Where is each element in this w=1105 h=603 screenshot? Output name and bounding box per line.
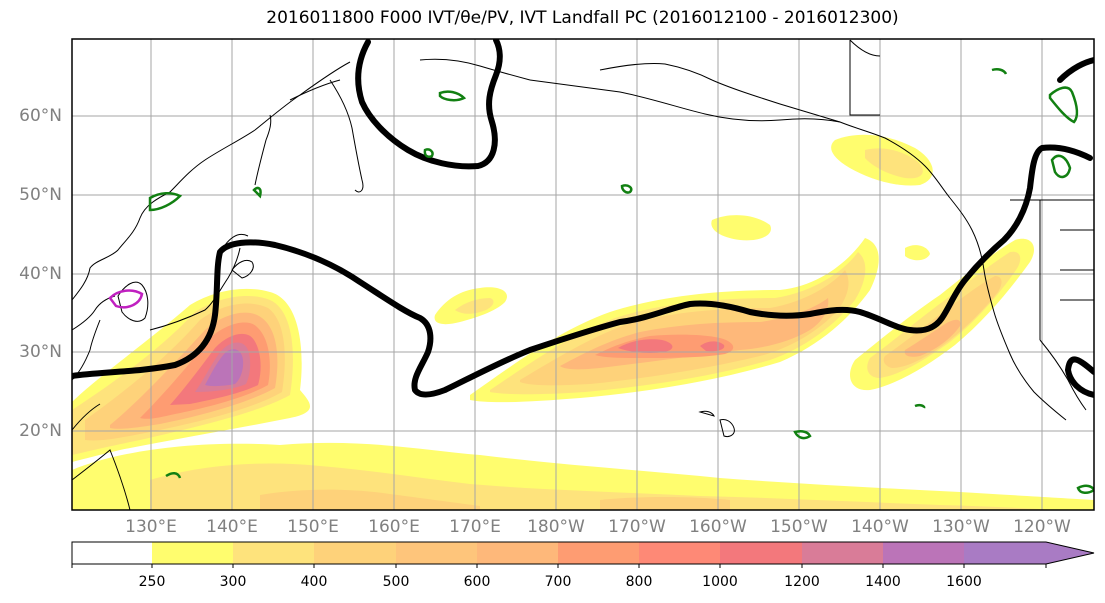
theta-contour-north — [355, 39, 503, 170]
colorbar-bin — [802, 542, 883, 564]
lat-label-20n: 20°N — [19, 421, 62, 441]
colorbar-label: 1000 — [702, 574, 738, 590]
colorbar-label: 1600 — [946, 574, 982, 590]
colorbar-label: 700 — [544, 574, 572, 590]
map-title: 2016011800 F000 IVT/θe/PV, IVT Landfall … — [266, 8, 899, 28]
theta-contour-ne — [1057, 57, 1094, 83]
colorbar-label: 600 — [463, 574, 491, 590]
theta-contour-east — [1065, 356, 1094, 398]
colorbar-label: 1200 — [784, 574, 820, 590]
colorbar-label: 400 — [300, 574, 328, 590]
colorbar-bin — [720, 542, 802, 564]
lon-label: 180°W — [527, 517, 585, 537]
pv-contours — [148, 67, 1094, 494]
lon-label: 140°W — [851, 517, 909, 537]
graticule — [72, 39, 1094, 510]
colorbar-bin — [558, 542, 639, 564]
colorbar-bin — [233, 542, 314, 564]
colorbar-bin — [396, 542, 477, 564]
colorbar — [71, 541, 1095, 568]
lat-label-30n: 30°N — [19, 342, 62, 362]
colorbar-bin — [883, 542, 964, 564]
map-panel — [72, 39, 1094, 510]
lon-label: 160°E — [368, 517, 420, 537]
lon-label: 170°E — [449, 517, 501, 537]
lon-label: 120°W — [1013, 517, 1071, 537]
colorbar-bin — [314, 542, 396, 564]
theta-contours — [72, 39, 1094, 398]
colorbar-bin — [477, 542, 558, 564]
lon-label: 160°W — [689, 517, 747, 537]
lat-label-40n: 40°N — [19, 264, 62, 284]
theta-contour-main — [72, 144, 1093, 398]
map-frame — [71, 38, 1095, 511]
colorbar-label: 250 — [138, 574, 166, 590]
coastlines — [72, 39, 1094, 510]
lon-label: 140°E — [206, 517, 258, 537]
lat-label-60n: 60°N — [19, 106, 62, 126]
colorbar-label: 300 — [219, 574, 247, 590]
colorbar-outline — [71, 541, 1095, 565]
lon-label: 150°W — [770, 517, 828, 537]
lon-label: 170°W — [608, 517, 666, 537]
pv-contour-korea — [108, 289, 144, 309]
lon-label: 150°E — [287, 517, 339, 537]
colorbar-bin — [72, 542, 152, 564]
colorbar-label: 500 — [382, 574, 410, 590]
lon-label: 130°E — [125, 517, 177, 537]
lon-label: 130°W — [932, 517, 990, 537]
colorbar-label: 800 — [625, 574, 653, 590]
lat-label-50n: 50°N — [19, 185, 62, 205]
colorbar-bin — [152, 542, 233, 564]
colorbar-label: 1400 — [865, 574, 901, 590]
colorbar-extend-arrow — [964, 542, 1094, 564]
colorbar-bin — [639, 542, 720, 564]
